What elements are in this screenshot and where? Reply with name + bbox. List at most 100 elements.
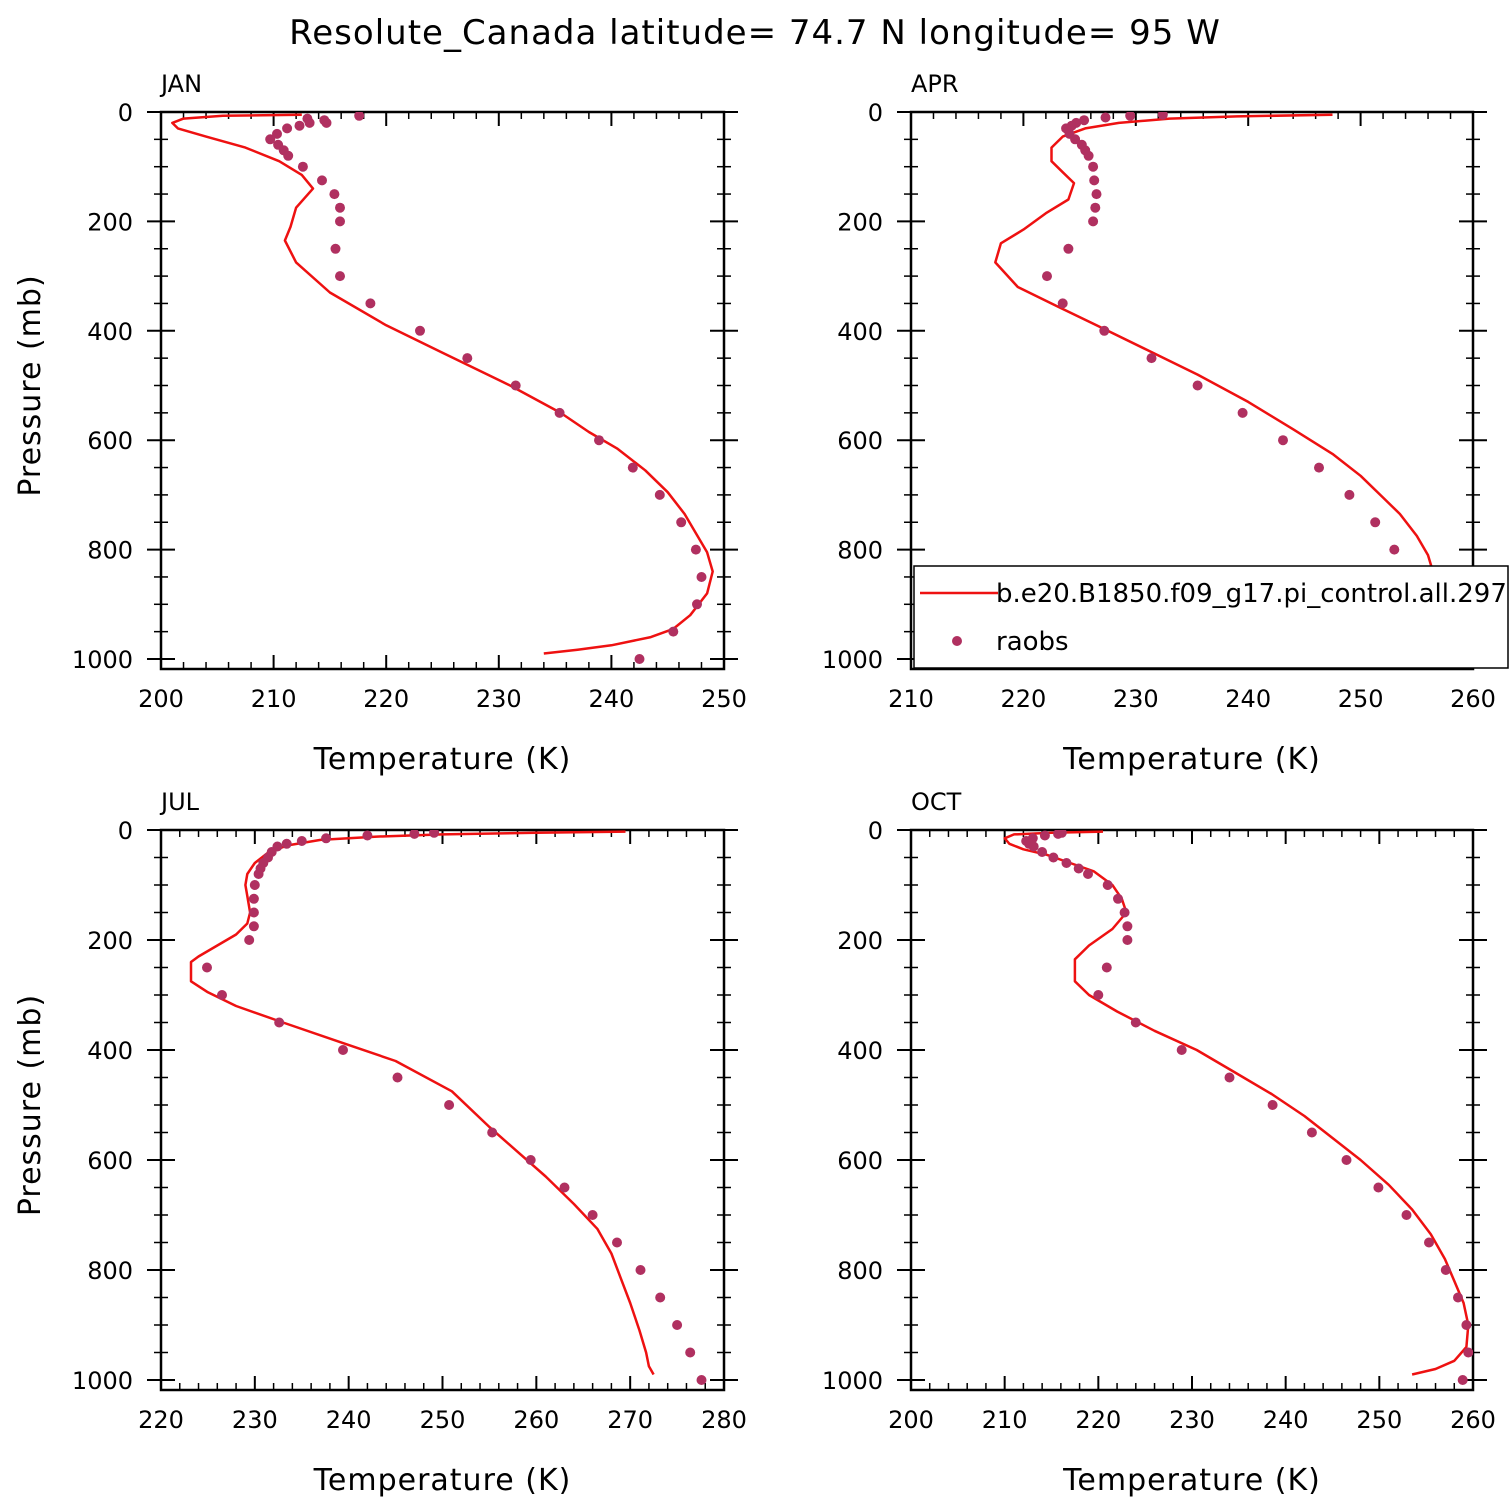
oct-xtick-label: 230 — [1169, 1406, 1215, 1434]
figure-title: Resolute_Canada latitude= 74.7 N longitu… — [289, 13, 1221, 53]
jul-xtick-label: 250 — [420, 1406, 466, 1434]
jan-obs-point — [297, 161, 308, 172]
apr-obs-point — [1237, 407, 1248, 418]
jul-model-line — [189, 830, 655, 1376]
oct-obs-point — [1401, 1210, 1412, 1220]
jul-ytick-label: 800 — [87, 1257, 133, 1285]
jul-obs-point — [525, 1155, 536, 1165]
apr-obs-point — [1370, 517, 1381, 528]
jan-xtick-label: 220 — [363, 685, 409, 713]
apr-xtick-label: 230 — [1113, 685, 1159, 713]
jan-obs-point — [321, 117, 332, 128]
apr-obs-point — [1063, 243, 1074, 254]
oct-ytick-label: 600 — [837, 1147, 883, 1175]
jan-obs-point — [335, 216, 345, 227]
jan-obs-point — [692, 599, 702, 610]
jul-obs-point — [362, 830, 373, 841]
oct-obs-point — [1440, 1265, 1451, 1275]
oct-obs-point — [1463, 1347, 1473, 1358]
oct-ytick-label: 200 — [837, 927, 883, 955]
jan-obs-point — [676, 517, 687, 528]
oct-obs-point — [1101, 962, 1112, 973]
jul-frame — [159, 828, 726, 1392]
jan-obs-point — [690, 544, 701, 555]
jan-obs-point — [335, 271, 345, 282]
apr-obs-point — [1090, 202, 1101, 213]
oct-obs-point — [1083, 869, 1093, 879]
jan-obs-point — [634, 654, 645, 664]
oct-panel-label: OCT — [911, 788, 962, 816]
jul-xtick-label: 260 — [513, 1406, 559, 1434]
jan-xtick-label: 250 — [701, 685, 747, 713]
panel-oct: OCT 200 210 220 230 240 250 260 0 200 400 600 800 100… — [822, 788, 1496, 1498]
oct-obs-point — [1176, 1045, 1187, 1055]
apr-obs-point — [1278, 435, 1288, 446]
apr-obs-point — [1389, 544, 1400, 555]
oct-ytick-label: 800 — [837, 1257, 883, 1285]
jul-ytick-label: 400 — [87, 1037, 133, 1065]
oct-xtick-label: 260 — [1450, 1406, 1496, 1434]
apr-obs-point — [1100, 112, 1111, 123]
oct-xtick-label: 250 — [1356, 1406, 1402, 1434]
jul-obs-point — [248, 921, 259, 932]
jul-obs-point — [248, 907, 259, 918]
legend-obs-label: raobs — [996, 627, 1069, 657]
jan-obs-point — [283, 150, 294, 161]
legend-obs-marker — [952, 636, 962, 646]
jan-xtick-label: 230 — [476, 685, 522, 713]
jan-obs-point — [365, 298, 376, 309]
apr-xtick-label: 210 — [888, 685, 934, 713]
oct-xtick-label: 210 — [982, 1406, 1028, 1434]
jan-obs-point — [594, 435, 604, 446]
apr-obs-point — [1099, 325, 1110, 336]
apr-obs-point — [1079, 115, 1090, 126]
jan-ytick-label: 200 — [87, 208, 133, 236]
jul-obs-point — [672, 1320, 683, 1330]
oct-obs-point — [1453, 1292, 1463, 1303]
apr-ytick-label: 600 — [837, 427, 883, 455]
jan-xtick-label: 240 — [588, 685, 634, 713]
apr-ytick-label: 800 — [837, 537, 883, 565]
jul-ytick-label: 1000 — [72, 1367, 133, 1395]
oct-obs-point — [1119, 907, 1130, 918]
oct-obs-point — [1130, 1017, 1141, 1028]
jan-obs-point — [654, 489, 665, 500]
oct-ytick-label: 1000 — [822, 1367, 883, 1395]
jan-xtick-label: 210 — [251, 685, 297, 713]
jan-ytick-label: 400 — [87, 318, 133, 346]
jan-obs-point — [696, 572, 707, 582]
panel-jul: JUL 220 230 240 250 260 270 280 0 200 400 600 800 100… — [13, 788, 747, 1498]
jul-xtick-label: 220 — [138, 1406, 184, 1434]
legend-model-label: b.e20.B1850.f09_g17.pi_control.all.297 — [996, 579, 1507, 609]
jul-obs-point — [249, 880, 260, 890]
jul-obs-point — [409, 830, 420, 839]
jul-obs-point — [244, 935, 255, 945]
jul-obs-point — [253, 869, 264, 879]
apr-obs-point — [1088, 161, 1099, 172]
oct-obs-point — [1113, 893, 1123, 904]
apr-obs-point — [1344, 489, 1355, 500]
oct-obs-point — [1424, 1237, 1434, 1248]
jan-ytick-label: 800 — [87, 537, 133, 565]
panel-apr: APR 210 220 230 240 250 260 0 200 400 600 800 1000 Te… — [822, 70, 1496, 777]
jul-ytick-label: 0 — [118, 817, 133, 845]
jul-obs-point — [655, 1292, 666, 1303]
apr-obs-point — [1146, 353, 1157, 364]
jul-obs-point — [321, 833, 332, 844]
apr-xtick-label: 250 — [1338, 685, 1384, 713]
jan-xtick-label: 200 — [138, 685, 184, 713]
apr-obs-point — [1083, 150, 1094, 161]
oct-obs-point — [1102, 880, 1113, 890]
oct-obs-point — [1053, 830, 1064, 839]
apr-obs-point — [1057, 298, 1068, 309]
jan-obs-point — [265, 134, 276, 145]
jan-obs-point — [330, 243, 341, 254]
oct-obs-point — [1224, 1072, 1235, 1083]
jul-xtick-label: 240 — [326, 1406, 372, 1434]
jul-obs-point — [559, 1182, 570, 1193]
jul-ytick-label: 200 — [87, 927, 133, 955]
apr-obs-point — [1089, 175, 1100, 186]
oct-obs-point — [1028, 841, 1039, 852]
apr-obs-point — [1070, 134, 1081, 145]
